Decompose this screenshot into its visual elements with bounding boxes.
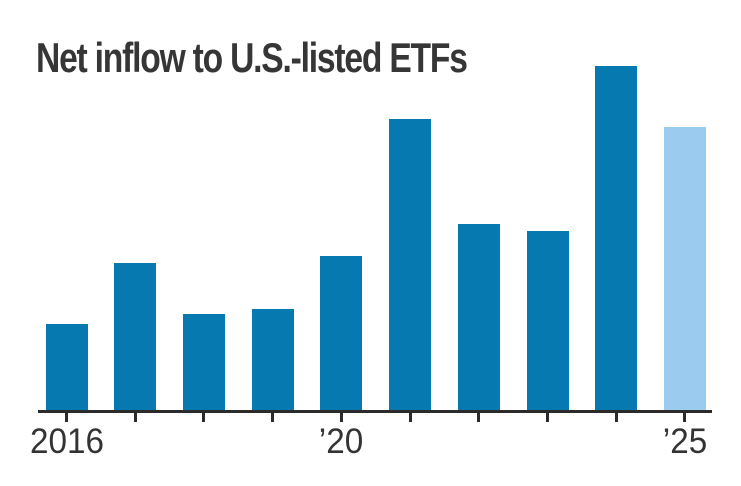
x-axis-tick-2018 — [202, 413, 206, 422]
bar-2023 — [526, 231, 569, 411]
x-axis-tick-2025 — [683, 413, 687, 422]
x-axis-tick-2021 — [408, 413, 412, 422]
x-axis-tick-2016 — [65, 413, 68, 422]
x-axis-tick-2019 — [271, 413, 275, 422]
bar-2021 — [389, 119, 432, 411]
x-axis-tick-2020 — [339, 413, 343, 422]
x-axis-tick-2022 — [477, 413, 481, 422]
bar-2025 — [663, 127, 706, 411]
bar-2018 — [182, 314, 225, 411]
bar-2020 — [320, 256, 363, 411]
x-axis-tick-2023 — [546, 413, 550, 422]
x-axis-line — [38, 410, 712, 413]
x-axis-tick-2024 — [614, 413, 618, 422]
bar-2016 — [45, 324, 88, 411]
x-tick-label-2025: ’25 — [662, 422, 708, 461]
x-tick-label-2020: ’20 — [319, 422, 364, 461]
plot-area — [45, 66, 706, 411]
x-tick-label-2016: 2016 — [29, 422, 104, 461]
bar-2017 — [114, 263, 157, 411]
bar-2022 — [457, 224, 500, 411]
bar-2019 — [251, 309, 294, 411]
chart-title: Net inflow to U.S.-listed ETFs — [36, 34, 468, 81]
x-axis-tick-2017 — [133, 413, 137, 422]
bar-2024 — [595, 66, 638, 411]
